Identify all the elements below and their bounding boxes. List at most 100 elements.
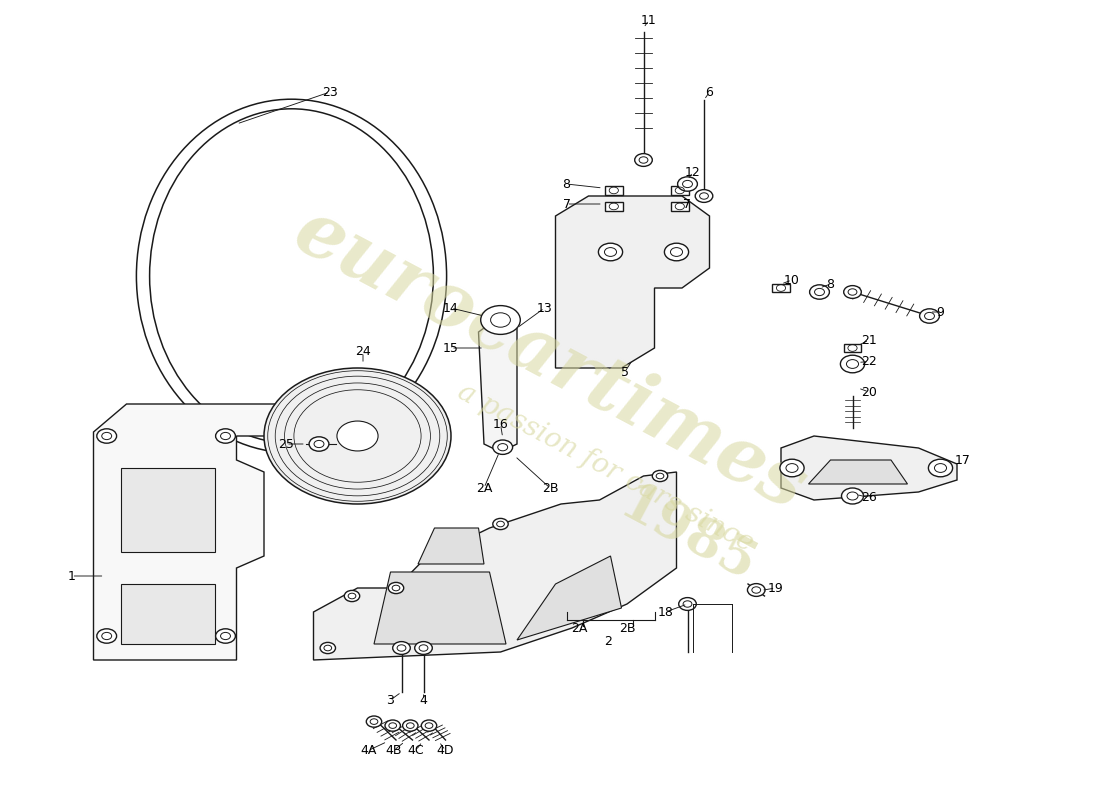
Circle shape <box>848 289 857 295</box>
Polygon shape <box>478 316 517 452</box>
Circle shape <box>780 459 804 477</box>
Circle shape <box>842 488 864 504</box>
Text: 6: 6 <box>705 86 714 98</box>
Circle shape <box>678 177 697 191</box>
Text: 8: 8 <box>562 178 571 190</box>
Circle shape <box>216 629 235 643</box>
Circle shape <box>397 645 406 651</box>
Circle shape <box>419 645 428 651</box>
Text: 26: 26 <box>861 491 877 504</box>
Polygon shape <box>671 186 689 194</box>
Text: 13: 13 <box>537 302 552 314</box>
Circle shape <box>695 190 713 202</box>
Circle shape <box>388 582 404 594</box>
Circle shape <box>844 286 861 298</box>
Circle shape <box>847 359 859 368</box>
Circle shape <box>220 632 231 640</box>
Circle shape <box>415 642 432 654</box>
Circle shape <box>928 459 953 477</box>
Circle shape <box>220 432 231 440</box>
Text: 8: 8 <box>826 278 835 290</box>
Circle shape <box>407 723 415 728</box>
Text: 4A: 4A <box>361 744 376 757</box>
Circle shape <box>679 598 696 610</box>
Text: 4: 4 <box>419 694 428 706</box>
Text: 21: 21 <box>861 334 877 346</box>
Circle shape <box>924 312 935 319</box>
Text: eurocartimes: eurocartimes <box>282 194 818 526</box>
Circle shape <box>97 629 117 643</box>
Text: 4C: 4C <box>407 744 425 757</box>
Circle shape <box>97 429 117 443</box>
Circle shape <box>264 368 451 504</box>
Circle shape <box>840 355 865 373</box>
Polygon shape <box>605 186 623 194</box>
Circle shape <box>935 464 946 472</box>
Circle shape <box>671 248 682 256</box>
Polygon shape <box>808 460 908 484</box>
Text: 11: 11 <box>641 14 657 26</box>
Circle shape <box>393 642 410 654</box>
Circle shape <box>656 473 664 478</box>
Circle shape <box>493 440 513 454</box>
Circle shape <box>598 243 623 261</box>
Text: 12: 12 <box>685 166 701 178</box>
Text: 4D: 4D <box>437 744 454 757</box>
Text: 2A: 2A <box>572 622 587 634</box>
Circle shape <box>810 285 829 299</box>
Circle shape <box>635 154 652 166</box>
Circle shape <box>309 437 329 451</box>
Text: 10: 10 <box>784 274 800 286</box>
Circle shape <box>403 720 418 731</box>
Text: 15: 15 <box>443 342 459 354</box>
Circle shape <box>366 716 382 727</box>
Circle shape <box>421 720 437 731</box>
Polygon shape <box>94 404 297 660</box>
Circle shape <box>481 306 520 334</box>
Polygon shape <box>671 202 689 210</box>
Circle shape <box>320 642 336 654</box>
Text: 2B: 2B <box>618 622 636 634</box>
Text: 1: 1 <box>67 570 76 582</box>
Text: 23: 23 <box>322 86 338 98</box>
Text: 18: 18 <box>658 606 673 618</box>
Text: 4B: 4B <box>386 744 403 757</box>
Polygon shape <box>605 202 623 210</box>
Text: 20: 20 <box>861 386 877 398</box>
Text: 19: 19 <box>768 582 783 594</box>
Circle shape <box>344 590 360 602</box>
Circle shape <box>652 470 668 482</box>
Text: 16: 16 <box>493 418 508 430</box>
Circle shape <box>748 584 766 597</box>
Text: 25: 25 <box>278 438 294 450</box>
Circle shape <box>785 464 799 472</box>
Polygon shape <box>772 284 790 292</box>
Polygon shape <box>314 472 676 660</box>
Circle shape <box>425 723 433 728</box>
Polygon shape <box>844 344 861 352</box>
Polygon shape <box>418 528 484 564</box>
Text: 14: 14 <box>443 302 459 314</box>
Text: 5: 5 <box>620 366 629 378</box>
Circle shape <box>337 421 378 451</box>
Text: 17: 17 <box>955 454 970 466</box>
Polygon shape <box>517 556 622 640</box>
Circle shape <box>370 718 378 725</box>
Text: 1985: 1985 <box>610 479 764 593</box>
Circle shape <box>605 248 616 256</box>
Circle shape <box>348 594 356 598</box>
Text: 7: 7 <box>683 198 692 210</box>
Circle shape <box>496 522 504 527</box>
Text: a passion for cars since: a passion for cars since <box>452 378 758 558</box>
Polygon shape <box>781 436 957 500</box>
Text: 2: 2 <box>604 635 613 648</box>
Text: 7: 7 <box>562 198 571 210</box>
Polygon shape <box>374 572 506 644</box>
Circle shape <box>497 443 508 451</box>
Circle shape <box>639 157 648 163</box>
Circle shape <box>664 243 689 261</box>
Polygon shape <box>556 196 710 368</box>
Polygon shape <box>121 584 214 644</box>
Circle shape <box>493 518 508 530</box>
Text: 2A: 2A <box>476 482 492 494</box>
